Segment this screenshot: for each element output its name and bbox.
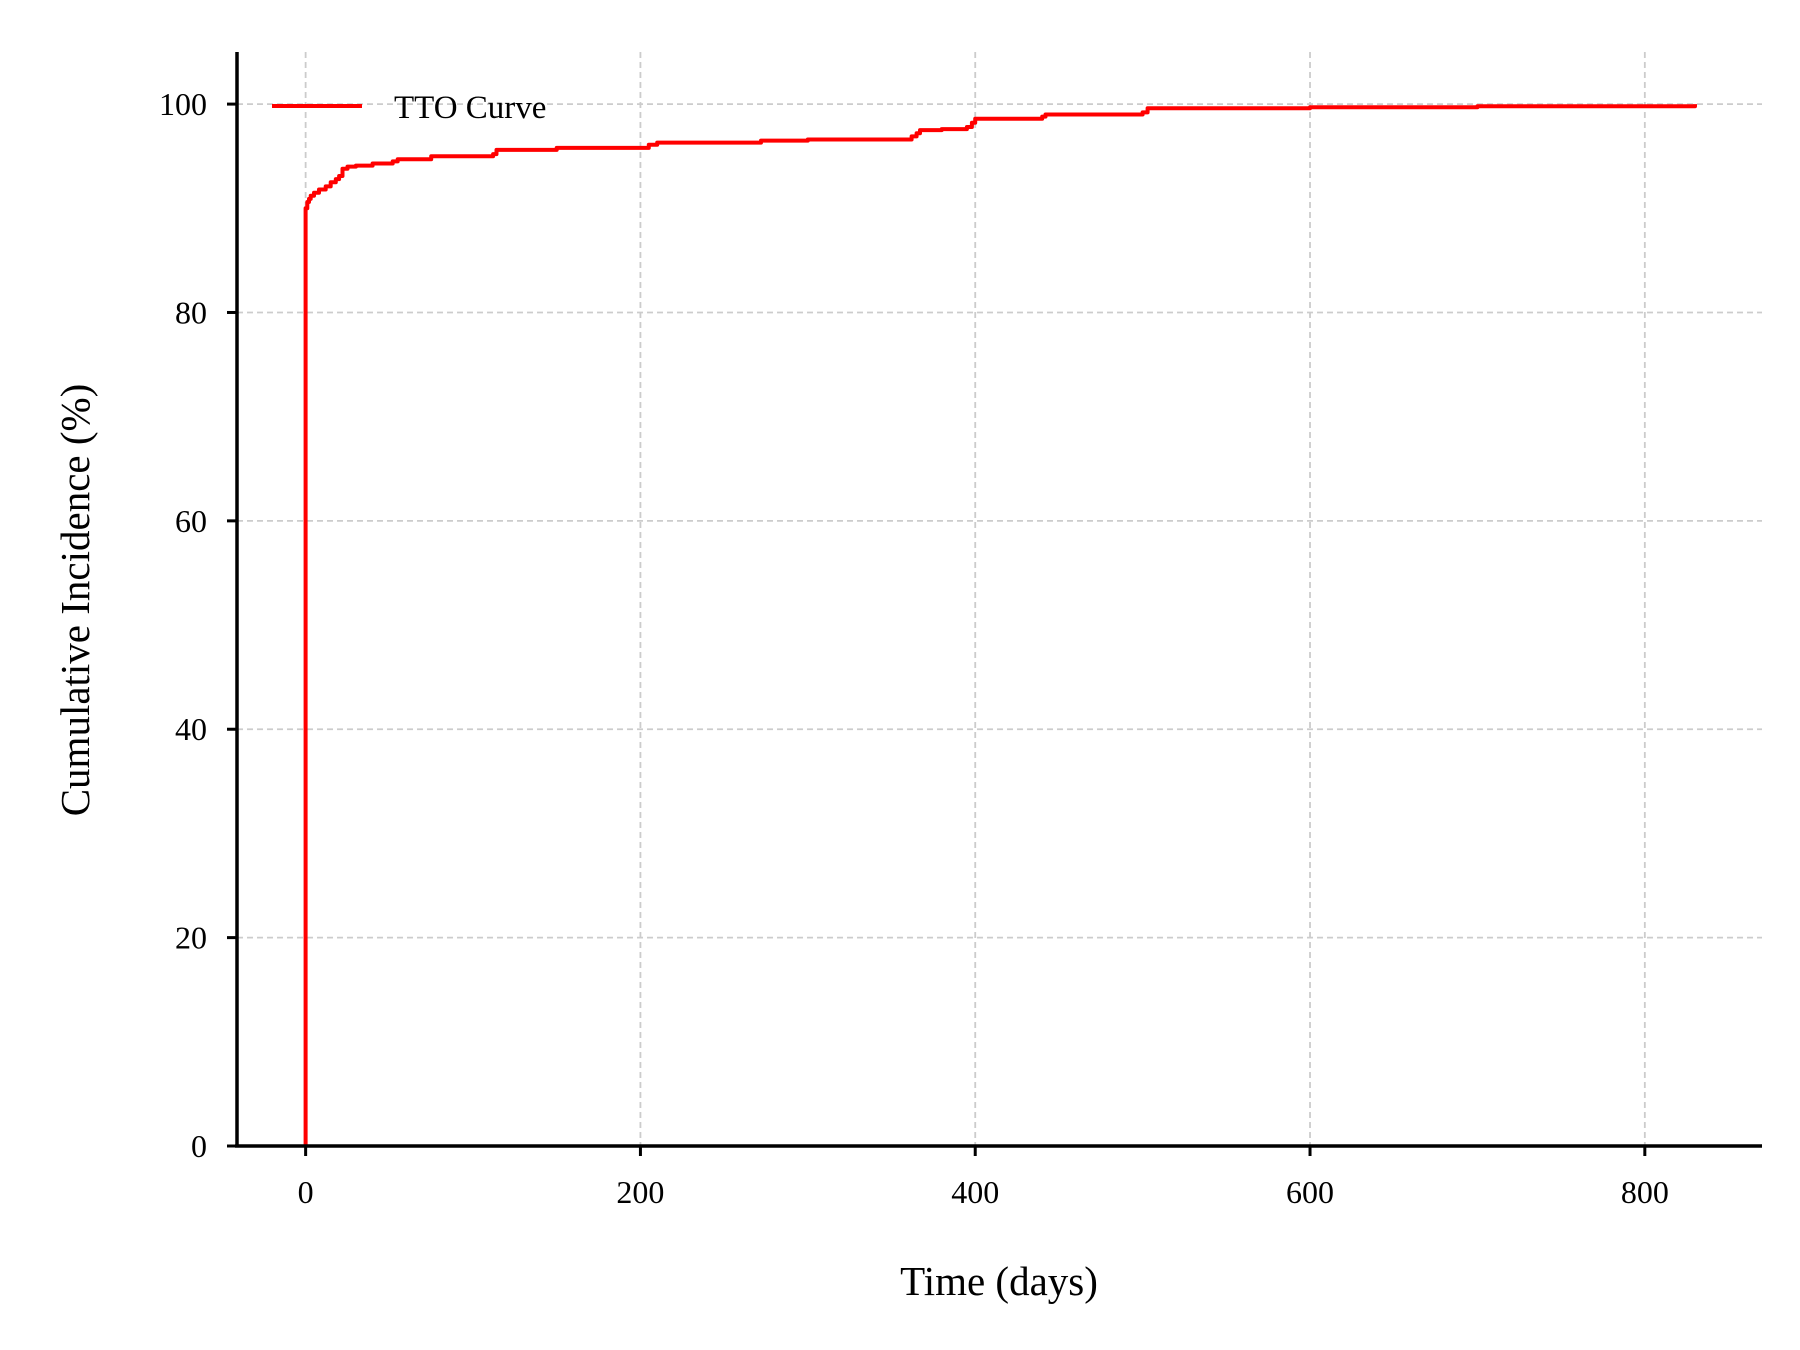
- y-tick-label: 80: [175, 294, 207, 330]
- y-ticks: 0 20 40 60 80 100: [159, 86, 237, 1164]
- grid-lines: [237, 52, 1762, 1147]
- x-tick-label: 800: [1621, 1174, 1669, 1210]
- x-ticks: 0 200 400 600 800: [298, 1146, 1669, 1210]
- legend-label: TTO Curve: [394, 90, 546, 126]
- x-tick-label: 400: [951, 1174, 999, 1210]
- series-line-tto-curve: [303, 104, 1697, 1146]
- y-tick-label: 60: [175, 503, 207, 539]
- axes: [235, 52, 1762, 1148]
- x-tick-label: 200: [616, 1174, 664, 1210]
- x-tick-label: 600: [1286, 1174, 1334, 1210]
- x-axis-title: Time (days): [900, 1258, 1098, 1304]
- x-tick-label: 0: [298, 1174, 314, 1210]
- y-tick-label: 20: [175, 920, 207, 956]
- legend: TTO Curve: [272, 90, 546, 126]
- y-axis-title: Cumulative Incidence (%): [52, 384, 98, 817]
- y-tick-label: 100: [159, 86, 207, 122]
- y-tick-label: 0: [191, 1128, 207, 1164]
- y-tick-label: 40: [175, 711, 207, 747]
- series-layer: [303, 104, 1697, 1146]
